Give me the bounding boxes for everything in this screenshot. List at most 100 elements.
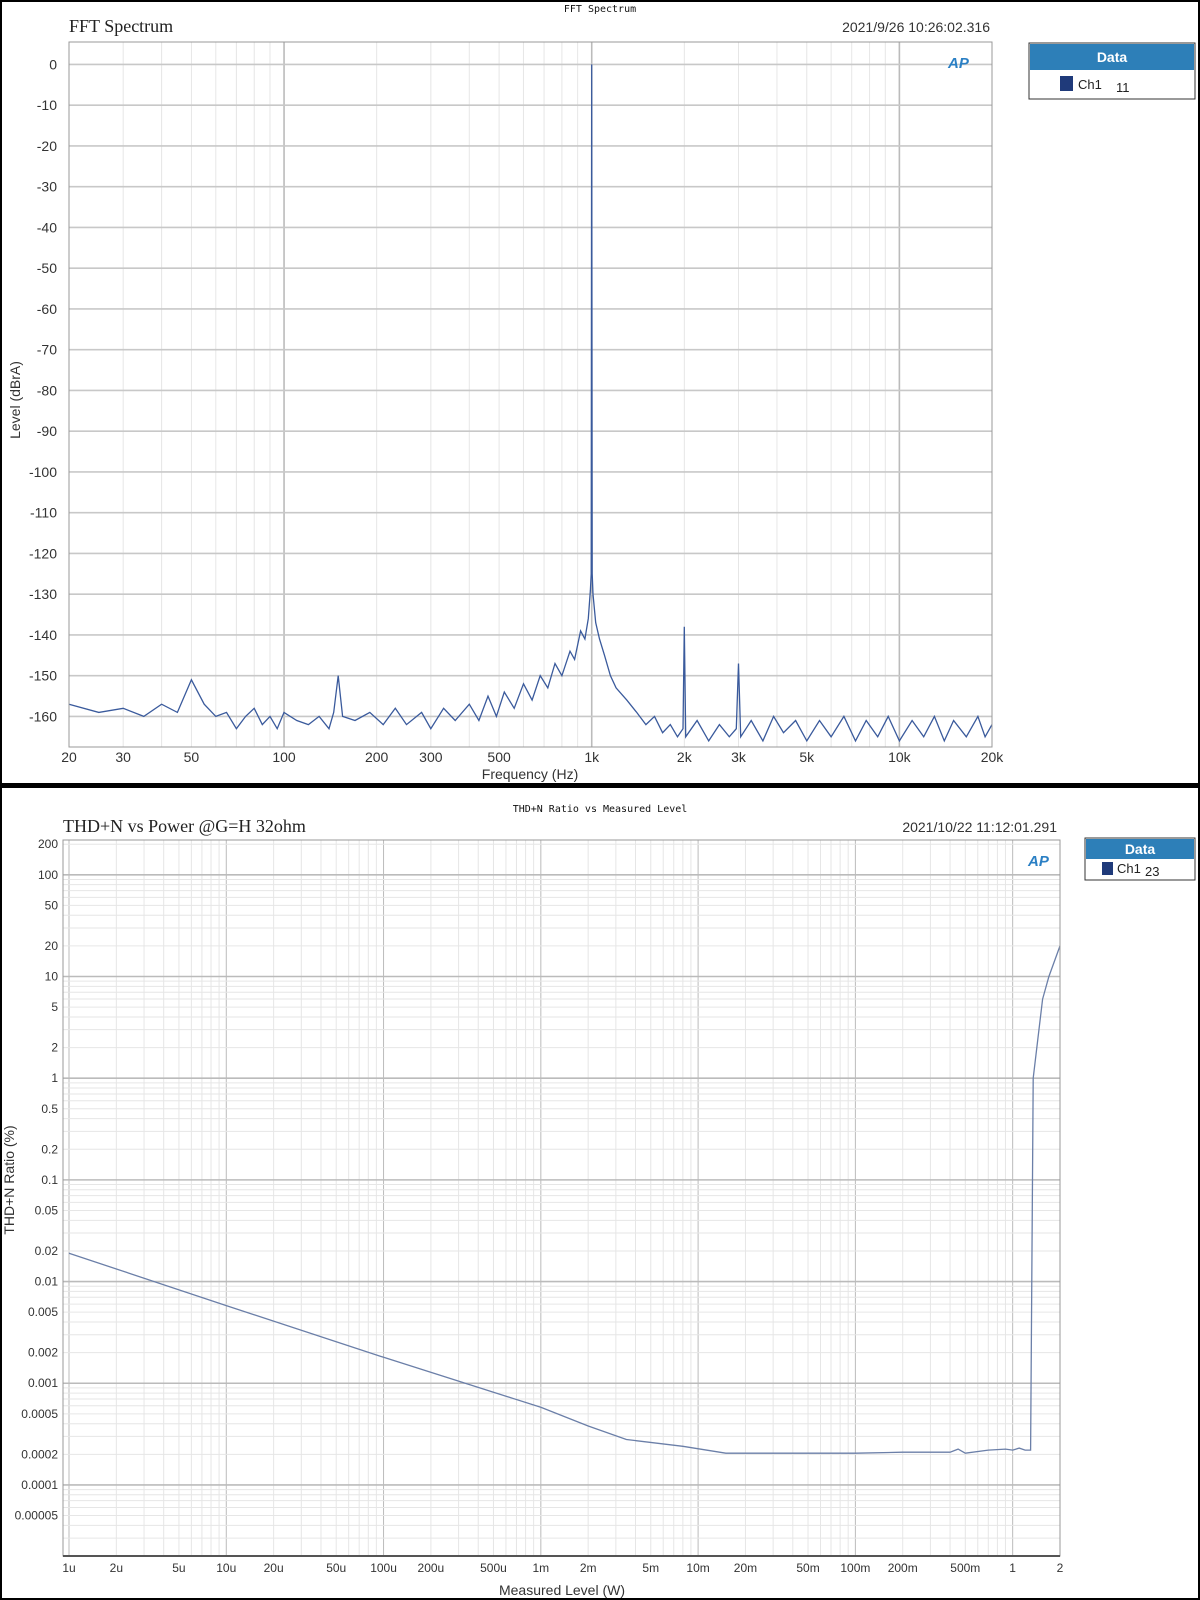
fft-series-ch1 [68,64,993,743]
thd-y-tick-label: 1 [51,1071,58,1085]
fft-legend-header-bg [1030,44,1194,70]
thd-x-tick-label: 200u [418,1561,445,1575]
thd-x-tick-label: 20m [734,1561,757,1575]
thd-legend-header-bg [1086,839,1194,859]
fft-x-tick-label: 100 [272,749,296,765]
fft-x-tick-label: 10k [888,749,912,765]
thd-y-tick-label: 0.02 [35,1244,59,1258]
thd-y-tick-label: 50 [45,898,59,912]
thd-y-tick-label: 2 [51,1041,58,1055]
thd-y-axis-label: THD+N Ratio (%) [1,1125,17,1234]
thd-y-tick-label: 20 [45,939,59,953]
fft-y-tick-label: -90 [37,423,57,439]
fft-y-tick-label: -120 [29,545,57,561]
thd-x-tick-label: 1m [532,1561,549,1575]
thd-x-tick-label: 1u [62,1561,75,1575]
fft-x-tick-label: 3k [731,749,747,765]
thd-x-tick-label: 200m [888,1561,918,1575]
thd-y-tick-label: 5 [51,1000,58,1014]
thd-y-tick-label: 0.002 [28,1346,58,1360]
fft-y-axis-label: Level (dBrA) [7,361,23,439]
fft-y-tick-label: -110 [30,505,57,521]
fft-x-axis-label: Frequency (Hz) [482,766,578,782]
fft-x-tick-label: 50 [184,749,200,765]
fft-plot-frame [68,41,993,748]
thd-x-tick-label: 100u [370,1561,397,1575]
thd-x-tick-label: 100m [840,1561,870,1575]
thd-x-tick-label: 5m [642,1561,659,1575]
thd-x-tick-label: 20u [264,1561,284,1575]
fft-y-tick-label: -100 [29,464,57,480]
thd-y-tick-label: 0.2 [41,1142,58,1156]
thd-window-title: THD+N Ratio vs Measured Level [513,804,688,815]
thd-y-tick-label: 100 [38,868,58,882]
fft-legend-value: 11 [1116,80,1130,95]
thd-y-tick-label: 0.5 [41,1102,58,1116]
fft-y-tick-label: -30 [37,179,57,195]
thd-x-axis-label: Measured Level (W) [499,1582,625,1598]
thd-x-tick-label: 2m [580,1561,597,1575]
fft-legend-name: Ch1 [1078,77,1102,92]
fft-x-tick-label: 20 [61,749,77,765]
thd-x-tick-label: 2u [110,1561,123,1575]
thd-grid [63,840,1061,1557]
fft-x-tick-label: 200 [365,749,389,765]
fft-x-tick-label: 500 [487,749,511,765]
fft-x-tick-label: 2k [677,749,693,765]
thd-y-tick-label: 0.05 [35,1203,59,1217]
thd-legend-value: 23 [1145,864,1159,879]
thd-y-tick-label: 0.0005 [21,1407,58,1421]
fft-y-tick-label: -60 [37,301,57,317]
fft-grid [68,42,993,747]
thd-x-tick-label: 10u [216,1561,236,1575]
thd-y-tick-label: 0.00005 [15,1509,59,1523]
ap-logo-icon-2: AP [1027,853,1050,870]
thd-x-tick-label: 10m [686,1561,709,1575]
thd-x-tick-label: 500u [480,1561,507,1575]
thd-x-tick-label: 500m [950,1561,980,1575]
fft-legend[interactable]: Data Ch1 11 [1028,42,1196,100]
fft-panel [2,2,1198,783]
thd-y-tick-label: 0.1 [41,1173,58,1187]
fft-y-tick-label: -10 [37,97,57,113]
fft-timestamp: 2021/9/26 10:26:02.316 [842,19,990,35]
thd-panel [2,788,1198,1598]
fft-legend-swatch [1060,76,1073,91]
thd-ticks: 200 100 50 20 10 5 2 1 0.5 0.2 0.1 0.05 0.02 0.01 0.00… [15,837,1064,1575]
thd-y-tick-label: 200 [38,837,58,851]
thd-y-tick-label: 0.0001 [21,1478,58,1492]
fft-legend-header: Data [1097,49,1128,65]
fft-y-tick-label: -130 [29,586,57,602]
thd-y-tick-label: 0.0002 [21,1447,58,1461]
fft-x-tick-label: 30 [115,749,131,765]
fft-y-tick-label: 0 [49,56,57,72]
thd-chart-title: THD+N vs Power @G=H 32ohm [63,816,306,836]
fft-ticks: 0 -10 -20 -30 -40 -50 -60 -70 -80 -90 -100 -110 -120… [29,56,1004,765]
fft-x-tick-label: 5k [799,749,815,765]
thd-x-tick-label: 2 [1057,1561,1064,1575]
fft-y-tick-label: -80 [37,382,57,398]
thd-y-tick-label: 0.005 [28,1305,58,1319]
thd-x-tick-label: 1 [1009,1561,1016,1575]
thd-x-tick-label: 5u [172,1561,185,1575]
thd-y-tick-label: 10 [45,970,59,984]
thd-legend-name: Ch1 [1117,861,1141,876]
thd-timestamp: 2021/10/22 11:12:01.291 [902,819,1057,835]
fft-y-tick-label: -50 [37,260,57,276]
fft-y-tick-label: -40 [37,219,57,235]
fft-x-tick-label: 300 [419,749,443,765]
thd-legend[interactable]: Data Ch1 23 [1084,837,1196,881]
thd-y-tick-label: 0.01 [35,1275,59,1289]
fft-y-tick-label: -140 [29,627,57,643]
ap-logo-icon: AP [947,55,970,72]
fft-x-tick-label: 20k [981,749,1005,765]
fft-window-title: FFT Spectrum [564,4,636,15]
thd-series-ch1 [68,945,1061,1454]
fft-chart-title: FFT Spectrum [69,16,173,36]
fft-y-tick-label: -150 [29,668,57,684]
fft-y-tick-label: -70 [37,342,57,358]
thd-legend-header: Data [1125,841,1156,857]
thd-x-tick-label: 50m [796,1561,819,1575]
